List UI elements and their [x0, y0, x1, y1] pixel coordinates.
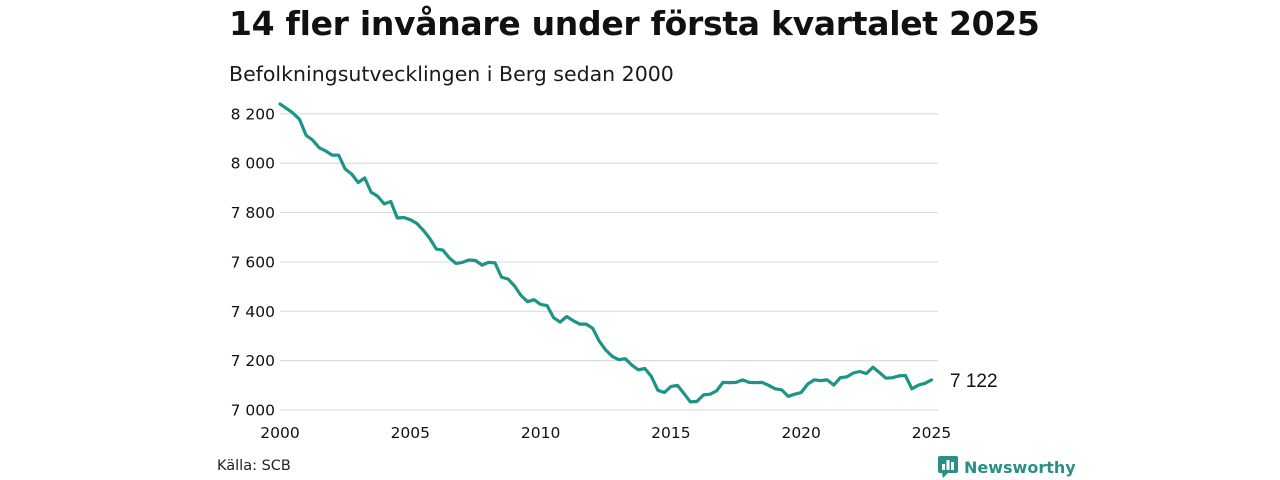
- x-tick-label: 2020: [781, 424, 820, 442]
- series-line-population: [278, 102, 934, 404]
- y-tick-label: 7 400: [231, 303, 275, 321]
- newsworthy-logo-icon: [938, 456, 958, 478]
- brand-logo[interactable]: Newsworthy: [938, 455, 1076, 479]
- y-tick-label: 7 800: [231, 204, 275, 222]
- chart-title: 14 fler invånare under första kvartalet …: [229, 4, 1040, 43]
- chart-subtitle: Befolkningsutvecklingen i Berg sedan 200…: [229, 62, 674, 86]
- brand-name: Newsworthy: [964, 457, 1076, 477]
- x-tick-label: 2005: [391, 424, 430, 442]
- y-tick-label: 7 600: [231, 253, 275, 271]
- y-tick-label: 8 200: [231, 105, 275, 123]
- x-tick-label: 2000: [260, 424, 299, 442]
- source-note: Källa: SCB: [217, 458, 291, 474]
- end-value-label: 7 122: [950, 371, 998, 392]
- x-tick-label: 2025: [912, 424, 951, 442]
- x-tick-label: 2010: [521, 424, 560, 442]
- y-tick-label: 8 000: [231, 155, 275, 173]
- y-tick-label: 7 000: [231, 402, 275, 420]
- y-tick-label: 7 200: [231, 352, 275, 370]
- x-tick-label: 2015: [651, 424, 690, 442]
